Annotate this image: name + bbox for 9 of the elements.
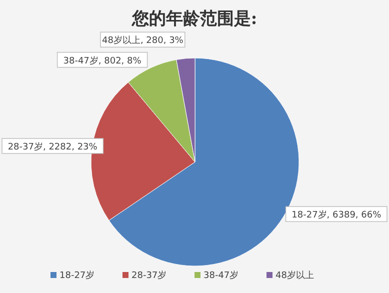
legend-label: 28-37岁 [132,270,167,281]
legend-label: 38-47岁 [204,270,239,281]
data-label: 48岁以上, 280, 3% [102,35,184,46]
chart-title: 您的年龄范围是: [130,9,258,29]
data-label: 18-27岁, 6389, 66% [292,210,382,221]
data-label: 38-47岁, 802, 8% [63,55,142,66]
data-label: 28-37岁, 2282, 23% [8,141,98,152]
legend-label: 18-27岁 [60,270,95,281]
legend-label: 48岁以上 [276,270,314,281]
